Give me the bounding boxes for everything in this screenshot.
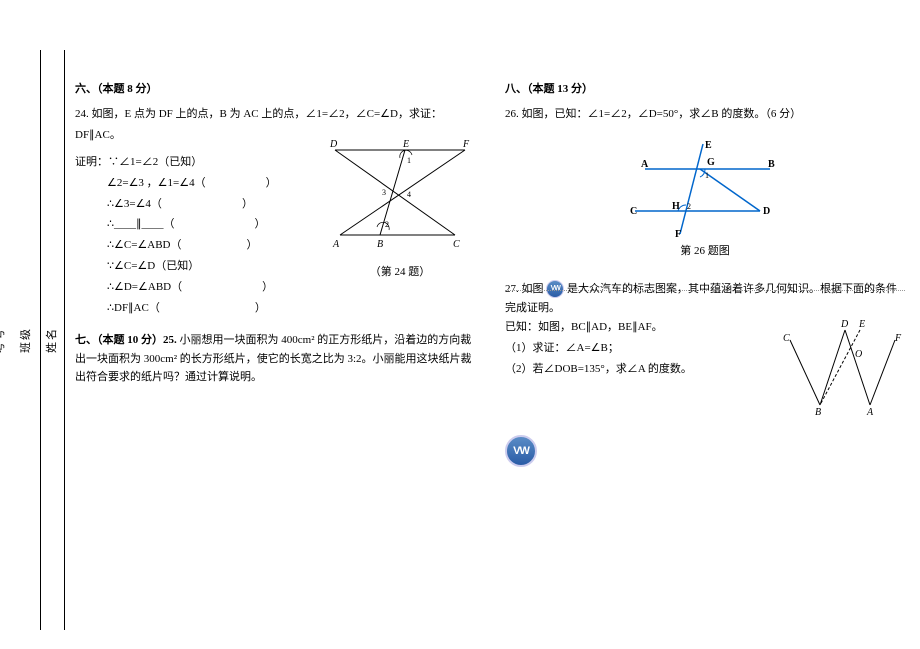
binding-label-class: 班级 [17, 327, 33, 353]
svg-text:C: C [453, 239, 460, 250]
svg-text:F: F [675, 229, 681, 239]
svg-text:1: 1 [705, 171, 709, 180]
proof-line: ∴DF∥AC（ [107, 302, 160, 314]
left-column: 六、（本题 8 分） 24. 如图，E 点为 DF 上的点，B 为 AC 上的点… [75, 80, 475, 467]
section6-title: 六、（本题 8 分） [75, 80, 475, 96]
svg-text:O: O [855, 349, 862, 360]
section8-title: 八、（本题 13 分） [505, 80, 905, 96]
svg-text:1: 1 [407, 156, 411, 165]
proof-line: ∴____∥____（ [107, 218, 175, 230]
q27-lead-pre: 27. 如图 [505, 283, 544, 295]
right-column: 八、（本题 13 分） 26. 如图，已知：∠1=∠2，∠D=50°，求∠B 的… [505, 80, 905, 467]
svg-text:F: F [462, 139, 470, 150]
section7: 七、（本题 10 分）25. 小丽想用一块面积为 400cm² 的正方形纸片，沿… [75, 331, 475, 387]
svg-text:D: D [840, 319, 849, 330]
binding-label-exam: 考号 [0, 327, 7, 353]
proof-line: ∴∠C=∠ABD（ [107, 239, 182, 251]
binding-column: 考号 班级 姓名 [40, 50, 65, 630]
svg-text:A: A [641, 159, 649, 170]
proof-line: ∴∠D=∠ABD（ [107, 281, 182, 293]
svg-text:C: C [630, 206, 637, 217]
svg-text:B: B [377, 239, 383, 250]
binding-label-name: 姓名 [43, 327, 59, 353]
svg-text:G: G [707, 157, 715, 168]
section7-title: 七、（本题 10 分）25. [75, 334, 180, 346]
svg-text:A: A [332, 239, 340, 250]
svg-text:E: E [858, 319, 865, 330]
proof-line: ∠2=∠3 ，∠1=∠4（ [107, 177, 206, 189]
svg-text:4: 4 [407, 190, 411, 199]
vw-logo-large: VW [505, 435, 905, 467]
svg-text:F: F [894, 333, 902, 344]
fig24-caption: （第 24 题） [315, 263, 485, 279]
svg-text:E: E [402, 139, 409, 150]
svg-text:A: A [866, 407, 874, 418]
svg-text:B: B [815, 407, 821, 418]
q27-lead-post: 是大众汽车的标志图案，其中蕴涵着许多几何知识。根据下面的条件完成证明。 [505, 283, 897, 314]
proof-line: ∴∠3=∠4（ [107, 198, 162, 210]
fig26-caption: 第 26 题图 [505, 242, 905, 258]
svg-text:D: D [329, 139, 338, 150]
figure-27: D E C O F B A [775, 315, 905, 423]
divider [505, 290, 905, 291]
svg-text:D: D [763, 206, 770, 217]
figure-26: A B C D E F G H 1 2 第 26 题图 [505, 139, 905, 258]
svg-text:2: 2 [687, 202, 691, 211]
svg-text:H: H [672, 201, 680, 212]
q27: 27. 如图 VW 是大众汽车的标志图案，其中蕴涵着许多几何知识。根据下面的条件… [505, 280, 905, 317]
svg-text:2: 2 [385, 220, 389, 229]
svg-text:E: E [705, 140, 712, 151]
q26-lead: 26. 如图，已知：∠1=∠2，∠D=50°，求∠B 的度数。（6 分） [505, 104, 905, 125]
proof-line: ∵∠C=∠D（已知） [107, 260, 199, 272]
svg-text:C: C [783, 333, 790, 344]
svg-text:B: B [768, 159, 775, 170]
svg-text:3: 3 [382, 188, 386, 197]
figure-24: D E F A B C 1 3 4 2 （第 24 题） [315, 135, 485, 279]
